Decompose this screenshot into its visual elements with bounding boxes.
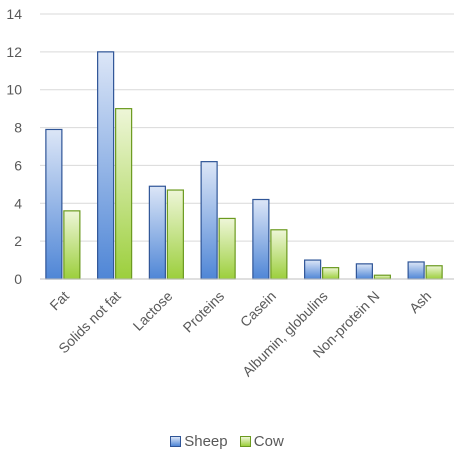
x-category-label: Casein (237, 288, 279, 330)
y-tick-label: 4 (14, 195, 22, 211)
legend-swatch-sheep (170, 436, 182, 447)
legend-label-cow: Cow (253, 433, 284, 450)
bar-cow-4 (270, 229, 288, 280)
x-category-label: Lactose (130, 288, 176, 334)
legend-item-sheep: Sheep (170, 433, 228, 450)
legend-swatch-cow (239, 436, 251, 447)
y-tick-label: 8 (14, 120, 22, 136)
bar-sheep-0 (45, 128, 63, 280)
bar-sheep-7 (407, 261, 425, 280)
legend-label-sheep: Sheep (184, 433, 228, 450)
bar-sheep-6 (355, 263, 373, 280)
bar-sheep-3 (200, 161, 218, 280)
y-tick-label: 12 (6, 44, 22, 60)
legend: Sheep Cow (0, 433, 454, 451)
y-tick-label: 2 (14, 233, 22, 249)
bar-sheep-1 (97, 51, 115, 280)
bars (45, 51, 443, 280)
y-tick-label: 10 (6, 82, 22, 98)
bar-sheep-2 (148, 185, 166, 280)
bar-sheep-4 (252, 198, 270, 280)
bar-cow-0 (63, 210, 81, 280)
y-tick-label: 6 (14, 157, 22, 173)
x-category-label: Ash (406, 288, 434, 316)
legend-item-cow: Cow (239, 433, 284, 450)
bar-cow-5 (322, 267, 340, 280)
y-tick-label: 0 (14, 271, 22, 287)
bar-cow-1 (115, 108, 133, 280)
x-category-label: Fat (46, 288, 72, 314)
bar-sheep-5 (304, 259, 322, 280)
bar-cow-2 (166, 189, 184, 280)
y-axis-ticks: 0 2 4 6 8 10 12 14 (6, 6, 22, 287)
y-tick-label: 14 (6, 6, 22, 22)
bar-cow-3 (218, 217, 236, 280)
bar-cow-6 (373, 274, 391, 280)
bar-cow-7 (425, 265, 443, 280)
x-category-label: Proteins (180, 288, 228, 336)
